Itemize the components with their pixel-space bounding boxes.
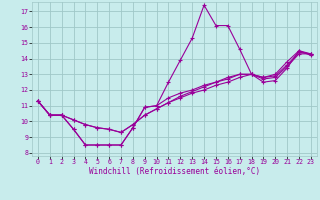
X-axis label: Windchill (Refroidissement éolien,°C): Windchill (Refroidissement éolien,°C) — [89, 167, 260, 176]
